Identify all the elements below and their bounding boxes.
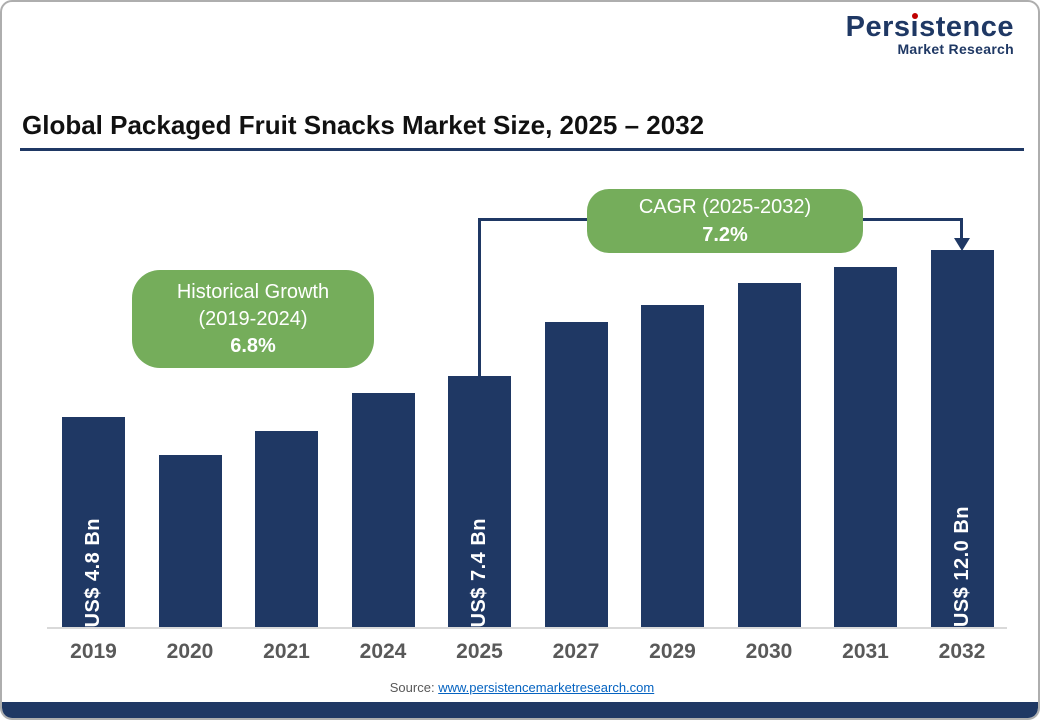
footer-bar <box>2 702 1038 718</box>
axis-label-2019: 2019 <box>70 640 117 663</box>
cagr-connector-left-line <box>478 218 481 376</box>
bar-2019: US$ 4.8 Bn <box>62 417 125 627</box>
bar-value-label-2032: US$ 12.0 Bn <box>950 505 973 627</box>
historical-growth-line1: Historical Growth <box>176 280 330 303</box>
axis-label-2025: 2025 <box>456 640 503 663</box>
axis-label-2020: 2020 <box>166 640 214 663</box>
source-label: Source: <box>389 680 435 695</box>
bar-value-label-2025: US$ 7.4 Bn <box>468 517 490 627</box>
bar-2025: US$ 7.4 Bn <box>448 376 511 627</box>
logo-text-prefix: Pers <box>845 11 911 43</box>
source-line: Source: www.persistencemarketresearch.co… <box>2 680 1038 695</box>
logo-wordmark: Persistence <box>845 11 1014 43</box>
axis-label-2032: 2032 <box>938 640 986 663</box>
logo-tagline: Market Research <box>897 41 1014 58</box>
cagr-value: 7.2% <box>702 224 748 246</box>
logo-red-dot-i: i <box>910 11 920 43</box>
pmr-logo: Persistence Market Research <box>846 12 1014 57</box>
axis-label-2029: 2029 <box>649 640 696 663</box>
historical-growth-value: 6.8% <box>230 334 276 357</box>
bar-2029 <box>641 305 704 627</box>
logo-text-suffix: stence <box>919 11 1014 43</box>
bar-2032: US$ 12.0 Bn <box>930 250 994 627</box>
x-axis-line <box>47 627 1007 629</box>
bar-2031 <box>834 267 897 627</box>
bar-2021 <box>255 431 318 627</box>
bar-2027 <box>544 322 608 627</box>
bar-2020 <box>158 455 222 627</box>
page-title: Global Packaged Fruit Snacks Market Size… <box>22 110 705 140</box>
bar-2030 <box>737 283 801 627</box>
cagr-arrowhead-icon <box>954 238 970 251</box>
cagr-callout: CAGR (2025-2032) 7.2% <box>587 189 863 253</box>
bar-value-label-2019: US$ 4.8 Bn <box>82 517 104 627</box>
bar-2024 <box>351 393 415 627</box>
cagr-connector-right-line <box>960 218 963 240</box>
axis-label-2021: 2021 <box>263 640 310 663</box>
source-link[interactable]: www.persistencemarketresearch.com <box>438 680 655 695</box>
historical-growth-callout: Historical Growth (2019-2024) 6.8% <box>132 270 374 368</box>
axis-label-2031: 2031 <box>842 640 889 663</box>
title-underline <box>20 148 1024 151</box>
axis-label-2024: 2024 <box>359 640 407 663</box>
cagr-line1: CAGR (2025-2032) <box>638 196 812 218</box>
axis-label-2027: 2027 <box>552 640 600 663</box>
axis-label-2030: 2030 <box>745 640 793 663</box>
historical-growth-line2: (2019-2024) <box>198 307 308 330</box>
